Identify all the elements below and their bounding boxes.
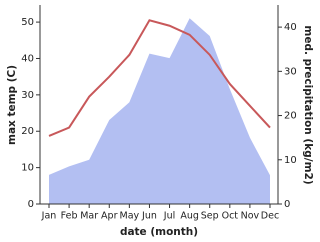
x-tick-label: Sep (201, 211, 219, 222)
y-tick-label: 10 (21, 163, 34, 174)
y-tick-label: 20 (21, 126, 34, 137)
x-tick-label: May (120, 211, 140, 222)
y2-tick-label: 20 (284, 111, 297, 122)
x-tick-label: Oct (222, 211, 239, 222)
y2-tick-label: 40 (284, 22, 297, 33)
y2-tick-label: 10 (284, 155, 297, 166)
precipitation-area (49, 18, 270, 205)
y2-tick-label: 0 (284, 199, 290, 210)
y2-axis-title: med. precipitation (kg/m2) (302, 25, 314, 184)
y-axis-title: max temp (C) (6, 65, 18, 145)
y-tick-label: 0 (28, 199, 34, 210)
y-tick-label: 30 (21, 90, 34, 101)
x-tick-label: Dec (261, 211, 279, 222)
x-axis-title: date (month) (120, 226, 198, 238)
y2-tick-label: 30 (284, 66, 297, 77)
x-tick-label: Feb (61, 211, 78, 222)
x-tick-label: Jul (163, 211, 175, 222)
y-tick-label: 50 (21, 17, 34, 28)
x-tick-label: Nov (241, 211, 260, 222)
x-tick-label: Aug (180, 211, 199, 222)
x-tick-label: Jan (41, 211, 57, 222)
temperature-line (48, 19, 271, 137)
x-tick-label: Jun (141, 211, 157, 222)
x-tick-label: Apr (101, 211, 118, 222)
x-tick-label: Mar (80, 211, 98, 222)
y-tick-label: 40 (21, 53, 34, 64)
